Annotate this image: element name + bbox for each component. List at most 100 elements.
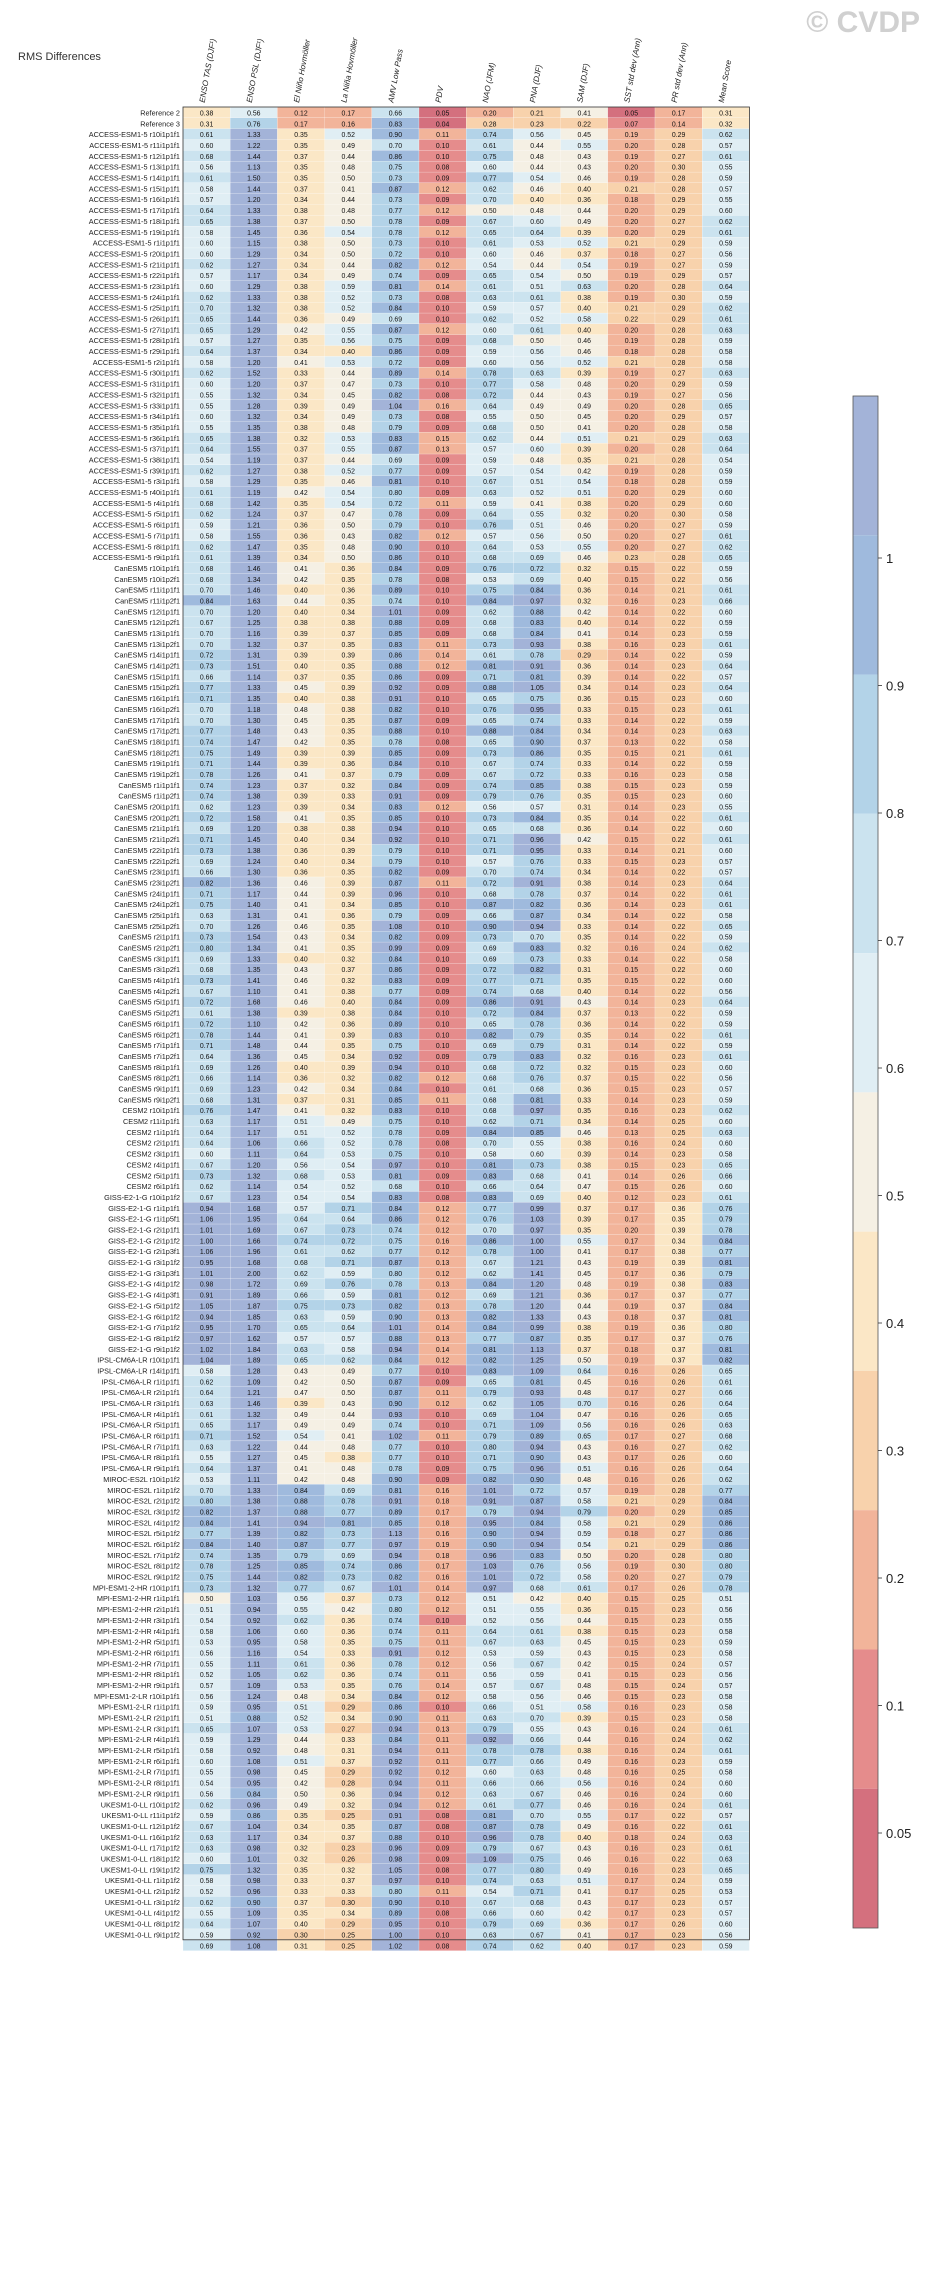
cell-value: 0.75 [389,165,403,172]
cell-value: 0.61 [719,891,733,898]
cell-value: 0.08 [436,295,450,302]
cell-value: 0.20 [625,425,639,432]
cell-value: 0.51 [577,490,591,497]
cell-value: 0.39 [577,1716,591,1723]
cell-value: 0.39 [341,1065,355,1072]
cell-value: 0.58 [719,1770,733,1777]
cell-value: 0.15 [625,1672,639,1679]
cell-value: 0.09 [436,772,450,779]
cell-value: 0.83 [389,121,403,128]
cell-value: 0.39 [341,685,355,692]
cell-value: 0.35 [577,1108,591,1115]
cell-value: 0.41 [341,1434,355,1441]
cell-value: 0.27 [672,1444,686,1451]
cell-value: 0.65 [200,317,214,324]
cell-value: 0.60 [483,327,497,334]
cell-value: 0.63 [577,284,591,291]
cell-value: 0.23 [672,1108,686,1115]
cell-value: 0.48 [577,382,591,389]
row-label: Reference 3 [140,119,180,128]
cell-value: 0.11 [436,1097,449,1104]
cell-value: 1.30 [247,870,261,877]
cell-value: 0.15 [625,1629,639,1636]
cell-value: 0.68 [483,1097,497,1104]
cell-value: 0.45 [294,1054,308,1061]
cell-value: 0.62 [200,1900,214,1907]
cell-value: 0.23 [672,880,686,887]
cell-value: 0.82 [483,1477,497,1484]
cell-value: 0.36 [294,230,308,237]
cell-value: 0.72 [530,1488,544,1495]
cell-value: 0.23 [341,1846,355,1853]
cell-value: 0.38 [577,295,591,302]
cell-value: 0.34 [577,729,591,736]
cell-value: 0.59 [577,1531,591,1538]
cell-value: 1.29 [247,1737,261,1744]
cell-value: 0.90 [530,1455,544,1462]
cell-value: 0.35 [294,165,308,172]
cell-value: 0.08 [436,739,450,746]
cell-value: 0.77 [483,176,497,183]
cell-value: 0.40 [577,1943,591,1950]
cell-value: 0.12 [436,1249,450,1256]
row-label: IPSL-CM6A-LR r4i1p1f1 [101,1410,180,1419]
cell-value: 0.37 [672,1303,686,1310]
cell-value: 0.23 [672,696,686,703]
cell-value: 0.76 [483,523,497,530]
cell-value: 0.09 [436,490,450,497]
cell-value: 0.38 [294,284,308,291]
cell-value: 0.51 [200,1716,214,1723]
cell-value: 0.14 [625,1000,639,1007]
cell-value: 1.44 [247,154,261,161]
cell-value: 0.09 [436,425,450,432]
cell-value: 0.22 [672,1032,686,1039]
cell-value: 0.57 [719,870,733,877]
cell-value: 0.36 [341,1629,355,1636]
cell-value: 0.88 [389,729,403,736]
cell-value: 1.68 [247,1206,261,1213]
cell-value: 0.45 [294,718,308,725]
cell-value: 0.99 [389,946,403,953]
row-label: CanESM5 r13i1p1f1 [114,629,180,638]
colorbar-segment [853,674,878,814]
cell-value: 0.36 [577,826,591,833]
cell-value: 0.32 [577,1065,591,1072]
cell-value: 0.14 [625,1119,639,1126]
cell-value: 0.74 [483,132,497,139]
cell-value: 0.54 [530,176,544,183]
cell-value: 0.26 [672,1379,686,1386]
cell-value: 0.16 [436,1531,450,1538]
cell-value: 0.10 [436,1835,450,1842]
cell-value: 0.54 [200,1618,214,1625]
cell-value: 0.41 [294,566,308,573]
cell-value: 0.58 [200,479,214,486]
cell-value: 0.60 [530,447,544,454]
cell-value: 0.72 [389,360,403,367]
cell-value: 0.72 [483,880,497,887]
cell-value: 1.32 [247,414,261,421]
cell-value: 0.34 [341,859,355,866]
cell-value: 0.44 [294,1043,308,1050]
cell-value: 0.94 [389,1781,403,1788]
cell-value: 0.16 [625,1791,639,1798]
cell-value: 0.79 [389,772,403,779]
cell-value: 0.23 [672,902,686,909]
cell-value: 0.29 [341,1770,355,1777]
cell-value: 0.75 [483,154,497,161]
cell-value: 0.53 [200,1477,214,1484]
cell-value: 0.41 [294,902,308,909]
cell-value: 0.68 [483,1065,497,1072]
row-label: CanESM5 r20i1p2f1 [114,813,180,822]
cell-value: 0.35 [577,815,591,822]
cell-value: 0.39 [577,447,591,454]
cell-value: 1.24 [247,1694,261,1701]
cell-value: 0.74 [200,1553,214,1560]
cell-value: 0.68 [200,154,214,161]
cell-value: 0.29 [577,653,591,660]
cell-value: 0.40 [294,837,308,844]
cell-value: 0.61 [719,1379,733,1386]
cell-value: 0.54 [530,273,544,280]
row-label: CanESM5 r10i1p1f1 [114,564,180,573]
cell-value: 0.90 [483,1542,497,1549]
cell-value: 0.12 [436,208,450,215]
